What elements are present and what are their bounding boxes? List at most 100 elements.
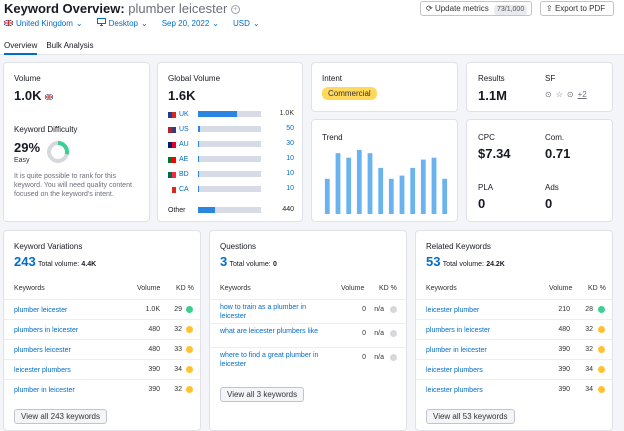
trend-bar[interactable] (442, 178, 448, 214)
trend-bar[interactable] (346, 157, 352, 214)
kd-indicator-icon (598, 346, 605, 353)
country-code: AU (179, 141, 189, 148)
sf-more-link[interactable]: +2 (577, 90, 587, 99)
sitelinks-icon[interactable]: ⊙ (566, 90, 574, 99)
keyword-link[interactable]: leicester plumbers (426, 367, 483, 374)
trend-bar[interactable] (431, 157, 437, 214)
keyword-link[interactable]: plumber leicester (14, 307, 68, 314)
tab-bulk-analysis[interactable]: Bulk Analysis (46, 41, 94, 50)
table-row: how to train as a plumber in leicester 0 n… (210, 299, 406, 323)
keyword-link[interactable]: plumbers in leicester (14, 327, 79, 334)
keyword-volume: 0 (362, 306, 366, 313)
view-all-questions-button[interactable]: View all 3 keywords (220, 387, 305, 402)
volume-label: Volume (14, 74, 41, 83)
country-row[interactable]: BD 10 (168, 169, 294, 180)
trend-bar[interactable] (378, 167, 384, 214)
trend-bar[interactable] (335, 153, 341, 214)
keyword-variations-count[interactable]: 243 (14, 254, 36, 269)
table-row: plumber in leicester 390 32 (416, 339, 612, 359)
keyword-link[interactable]: plumber in leicester (426, 347, 487, 354)
country-flag-icon (168, 186, 176, 193)
country-volume: 30 (286, 140, 294, 147)
keyword-link[interactable]: leicester plumber (426, 307, 480, 314)
keyword-variations-title: Keyword Variations (14, 242, 83, 251)
keyword-link[interactable]: plumbers leicester (14, 347, 71, 354)
kd-indicator-icon (390, 330, 397, 337)
database-select[interactable]: United Kingdom ⌄ (3, 18, 83, 28)
table-row: plumbers in leicester 480 32 (4, 319, 200, 339)
tab-overview[interactable]: Overview (4, 41, 38, 55)
country-code: US (179, 126, 189, 133)
com-value: 0.71 (545, 146, 571, 161)
trend-bar[interactable] (356, 150, 362, 214)
view-all-related-button[interactable]: View all 53 keywords (426, 409, 515, 424)
trend-bar[interactable] (324, 178, 330, 214)
update-metrics-button[interactable]: ⟳ Update metrics 73/1,000 (420, 1, 532, 16)
questions-count[interactable]: 3 (220, 254, 228, 269)
country-row[interactable]: AE 10 (168, 154, 294, 165)
date-select[interactable]: Sep 20, 2022 ⌄ (162, 18, 219, 28)
keyword-link[interactable]: plumber in leicester (14, 387, 75, 394)
keyword-link[interactable]: leicester plumbers (14, 367, 71, 374)
database-label: United Kingdom (16, 18, 73, 28)
trend-bar[interactable] (367, 153, 373, 214)
volume-number: 1.0K (14, 88, 42, 103)
country-row[interactable]: US 50 (168, 124, 294, 135)
trend-bar[interactable] (399, 175, 405, 214)
keyword-volume: 210 (558, 306, 570, 313)
chevron-down-icon: ⌄ (252, 18, 260, 28)
total-volume-label: Total volume: (229, 261, 271, 268)
add-keyword-icon[interactable]: + (230, 5, 240, 14)
keyword-kd: 32 (174, 326, 182, 333)
col-volume: Volume (549, 285, 573, 292)
trend-bar[interactable] (410, 167, 416, 214)
pla-value: 0 (478, 196, 486, 211)
trend-bar[interactable] (420, 159, 426, 214)
keyword-link[interactable]: leicester plumbers (426, 387, 483, 394)
filters-bar: United Kingdom ⌄ Desktop ⌄ Sep 20, 2022 … (3, 18, 260, 28)
keyword-kd: n/a (374, 306, 384, 313)
country-row[interactable]: UK 1.0K (168, 109, 294, 120)
ads-value: 0 (545, 196, 553, 211)
country-volume-bar (198, 171, 261, 177)
uk-flag-icon (3, 19, 14, 28)
questions-card: Questions 3 Total volume: 0 Keywords Vol… (209, 230, 407, 431)
keyword-link[interactable]: plumbers in leicester (426, 327, 491, 334)
results-value: 1.1M (478, 88, 507, 103)
view-all-variations-button[interactable]: View all 243 keywords (14, 409, 108, 424)
volume-card: Volume 1.0K Keyword Difficulty 29% Easy … (3, 62, 150, 222)
keyword-link[interactable]: how to train as a plumber in leicester (220, 304, 306, 320)
country-volume-bar (198, 111, 261, 117)
country-row[interactable]: AU 30 (168, 139, 294, 150)
trend-bar[interactable] (388, 178, 394, 214)
keyword-link[interactable]: where to find a great plumber in leicest… (220, 352, 319, 368)
table-row: leicester plumbers 390 34 (4, 359, 200, 379)
export-pdf-button[interactable]: ⇪ Export to PDF (540, 1, 614, 16)
country-volume-bar-fill (198, 156, 199, 162)
chevron-down-icon: ⌄ (75, 18, 83, 28)
page-title-keyword: plumber leicester (128, 1, 228, 16)
pla-label: PLA (478, 183, 494, 192)
page-title-label: Keyword Overview: (4, 1, 125, 16)
keyword-kd: 32 (174, 386, 182, 393)
country-row[interactable]: CA 10 (168, 184, 294, 195)
reviews-icon[interactable]: ☆ (555, 90, 563, 99)
country-volume-bar-fill (198, 111, 238, 117)
device-select[interactable]: Desktop ⌄ (96, 18, 148, 28)
keyword-kd: 32 (585, 326, 593, 333)
kd-indicator-icon (598, 326, 605, 333)
keyword-kd: n/a (374, 354, 384, 361)
kd-indicator-icon (390, 354, 397, 361)
keyword-kd: 34 (585, 366, 593, 373)
col-volume: Volume (137, 285, 161, 292)
keyword-link[interactable]: what are leicester plumbers like (220, 328, 319, 335)
currency-select[interactable]: USD ⌄ (233, 18, 260, 28)
kd-indicator-icon (186, 346, 193, 353)
col-keywords: Keywords (426, 285, 457, 292)
keyword-volume: 480 (148, 326, 160, 333)
related-keywords-count[interactable]: 53 (426, 254, 441, 269)
cpc-value: $7.34 (478, 146, 511, 161)
local-pack-icon[interactable]: ⊙ (545, 90, 552, 99)
country-volume: 10 (286, 185, 294, 192)
difficulty-value: 29% (14, 140, 41, 155)
